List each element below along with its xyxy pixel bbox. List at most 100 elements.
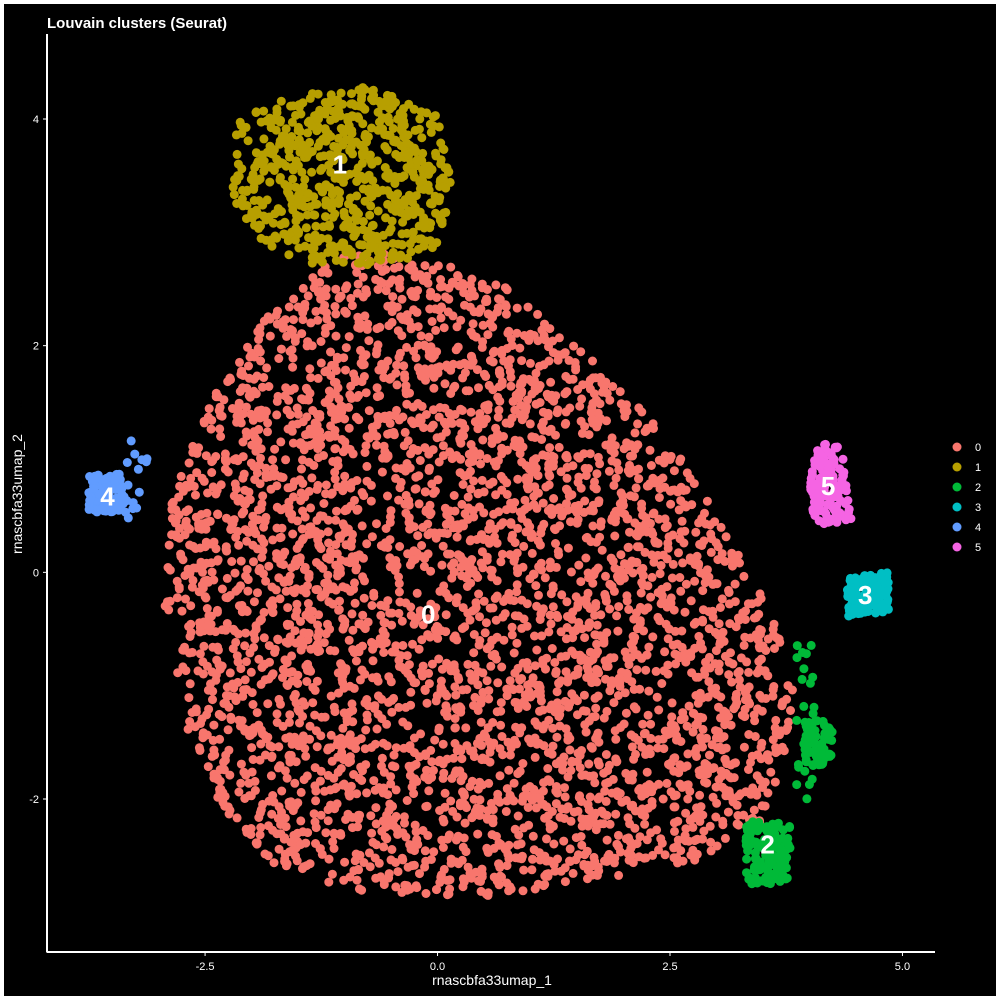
point-cluster-1 <box>380 163 390 172</box>
point-cluster-0 <box>566 517 575 527</box>
point-cluster-0 <box>620 412 630 422</box>
point-cluster-0 <box>592 469 602 479</box>
point-cluster-0 <box>424 449 434 459</box>
point-cluster-0 <box>407 291 417 301</box>
point-cluster-0 <box>462 562 472 572</box>
point-cluster-1 <box>353 112 363 122</box>
point-cluster-0 <box>542 834 551 844</box>
point-cluster-0 <box>345 730 355 740</box>
point-cluster-0 <box>326 546 335 556</box>
point-cluster-0 <box>705 821 715 831</box>
point-cluster-3 <box>869 595 879 605</box>
point-cluster-0 <box>669 802 679 812</box>
point-cluster-0 <box>397 887 407 897</box>
point-cluster-0 <box>576 483 586 493</box>
point-cluster-0 <box>620 509 630 519</box>
point-cluster-0 <box>657 679 667 688</box>
point-cluster-0 <box>352 789 362 799</box>
point-cluster-0 <box>441 292 450 302</box>
point-cluster-0 <box>404 316 414 326</box>
point-cluster-0 <box>477 547 487 557</box>
point-cluster-0 <box>341 664 351 674</box>
point-cluster-0 <box>458 874 468 884</box>
point-cluster-0 <box>699 826 709 836</box>
point-cluster-0 <box>601 661 611 671</box>
point-cluster-0 <box>760 801 770 811</box>
point-cluster-0 <box>599 768 609 778</box>
point-cluster-0 <box>287 345 297 355</box>
point-cluster-0 <box>524 464 534 474</box>
point-cluster-0 <box>515 343 525 353</box>
point-cluster-0 <box>367 532 377 542</box>
point-cluster-0 <box>499 432 508 441</box>
point-cluster-0 <box>281 637 291 647</box>
point-cluster-4 <box>85 496 95 505</box>
point-cluster-0 <box>360 744 370 754</box>
point-cluster-0 <box>326 421 336 431</box>
point-cluster-2 <box>797 674 807 684</box>
point-cluster-0 <box>637 742 647 752</box>
point-cluster-0 <box>363 319 373 329</box>
point-cluster-0 <box>660 850 670 860</box>
point-cluster-0 <box>393 867 403 877</box>
point-cluster-1 <box>419 184 429 194</box>
point-cluster-0 <box>722 789 732 799</box>
point-cluster-0 <box>419 423 429 433</box>
point-cluster-0 <box>527 432 537 442</box>
point-cluster-0 <box>330 474 340 484</box>
point-cluster-0 <box>290 778 300 788</box>
point-cluster-2 <box>756 861 766 871</box>
point-cluster-0 <box>195 745 205 755</box>
point-cluster-0 <box>370 701 380 711</box>
point-cluster-1 <box>430 111 440 121</box>
point-cluster-0 <box>753 597 763 607</box>
point-cluster-0 <box>310 710 320 720</box>
point-cluster-0 <box>349 648 359 658</box>
point-cluster-0 <box>554 333 564 343</box>
point-cluster-0 <box>740 712 750 722</box>
point-cluster-0 <box>531 581 541 591</box>
point-cluster-0 <box>252 708 262 718</box>
point-cluster-1 <box>303 128 313 138</box>
point-cluster-1 <box>300 241 310 251</box>
point-cluster-0 <box>715 603 725 612</box>
point-cluster-0 <box>386 779 396 789</box>
point-cluster-0 <box>544 480 554 490</box>
point-cluster-0 <box>453 271 463 280</box>
point-cluster-0 <box>642 835 652 845</box>
point-cluster-0 <box>679 713 689 723</box>
point-cluster-0 <box>520 690 530 700</box>
point-cluster-0 <box>615 387 625 397</box>
point-cluster-1 <box>233 159 243 169</box>
point-cluster-0 <box>590 778 600 788</box>
point-cluster-0 <box>386 855 396 865</box>
point-cluster-0 <box>207 415 217 425</box>
point-cluster-0 <box>496 698 506 708</box>
point-cluster-0 <box>518 374 528 384</box>
point-cluster-0 <box>610 517 620 527</box>
point-cluster-0 <box>600 589 610 599</box>
point-cluster-1 <box>384 117 394 127</box>
point-cluster-0 <box>574 560 584 570</box>
point-cluster-0 <box>667 712 677 722</box>
point-cluster-0 <box>428 488 438 498</box>
point-cluster-0 <box>565 856 574 866</box>
point-cluster-0 <box>307 341 317 351</box>
point-cluster-4 <box>133 464 143 474</box>
point-cluster-1 <box>256 117 266 127</box>
point-cluster-0 <box>474 640 484 650</box>
point-cluster-0 <box>458 419 468 428</box>
point-cluster-0 <box>216 480 226 490</box>
point-cluster-1 <box>325 241 335 251</box>
point-cluster-0 <box>323 619 332 629</box>
point-cluster-0 <box>293 670 303 680</box>
point-cluster-0 <box>260 675 270 685</box>
point-cluster-0 <box>351 849 361 859</box>
point-cluster-0 <box>455 766 465 776</box>
point-cluster-0 <box>646 719 656 729</box>
point-cluster-0 <box>574 453 584 463</box>
point-cluster-0 <box>458 603 468 613</box>
point-cluster-0 <box>595 459 605 469</box>
point-cluster-0 <box>451 690 461 700</box>
point-cluster-0 <box>587 415 597 425</box>
